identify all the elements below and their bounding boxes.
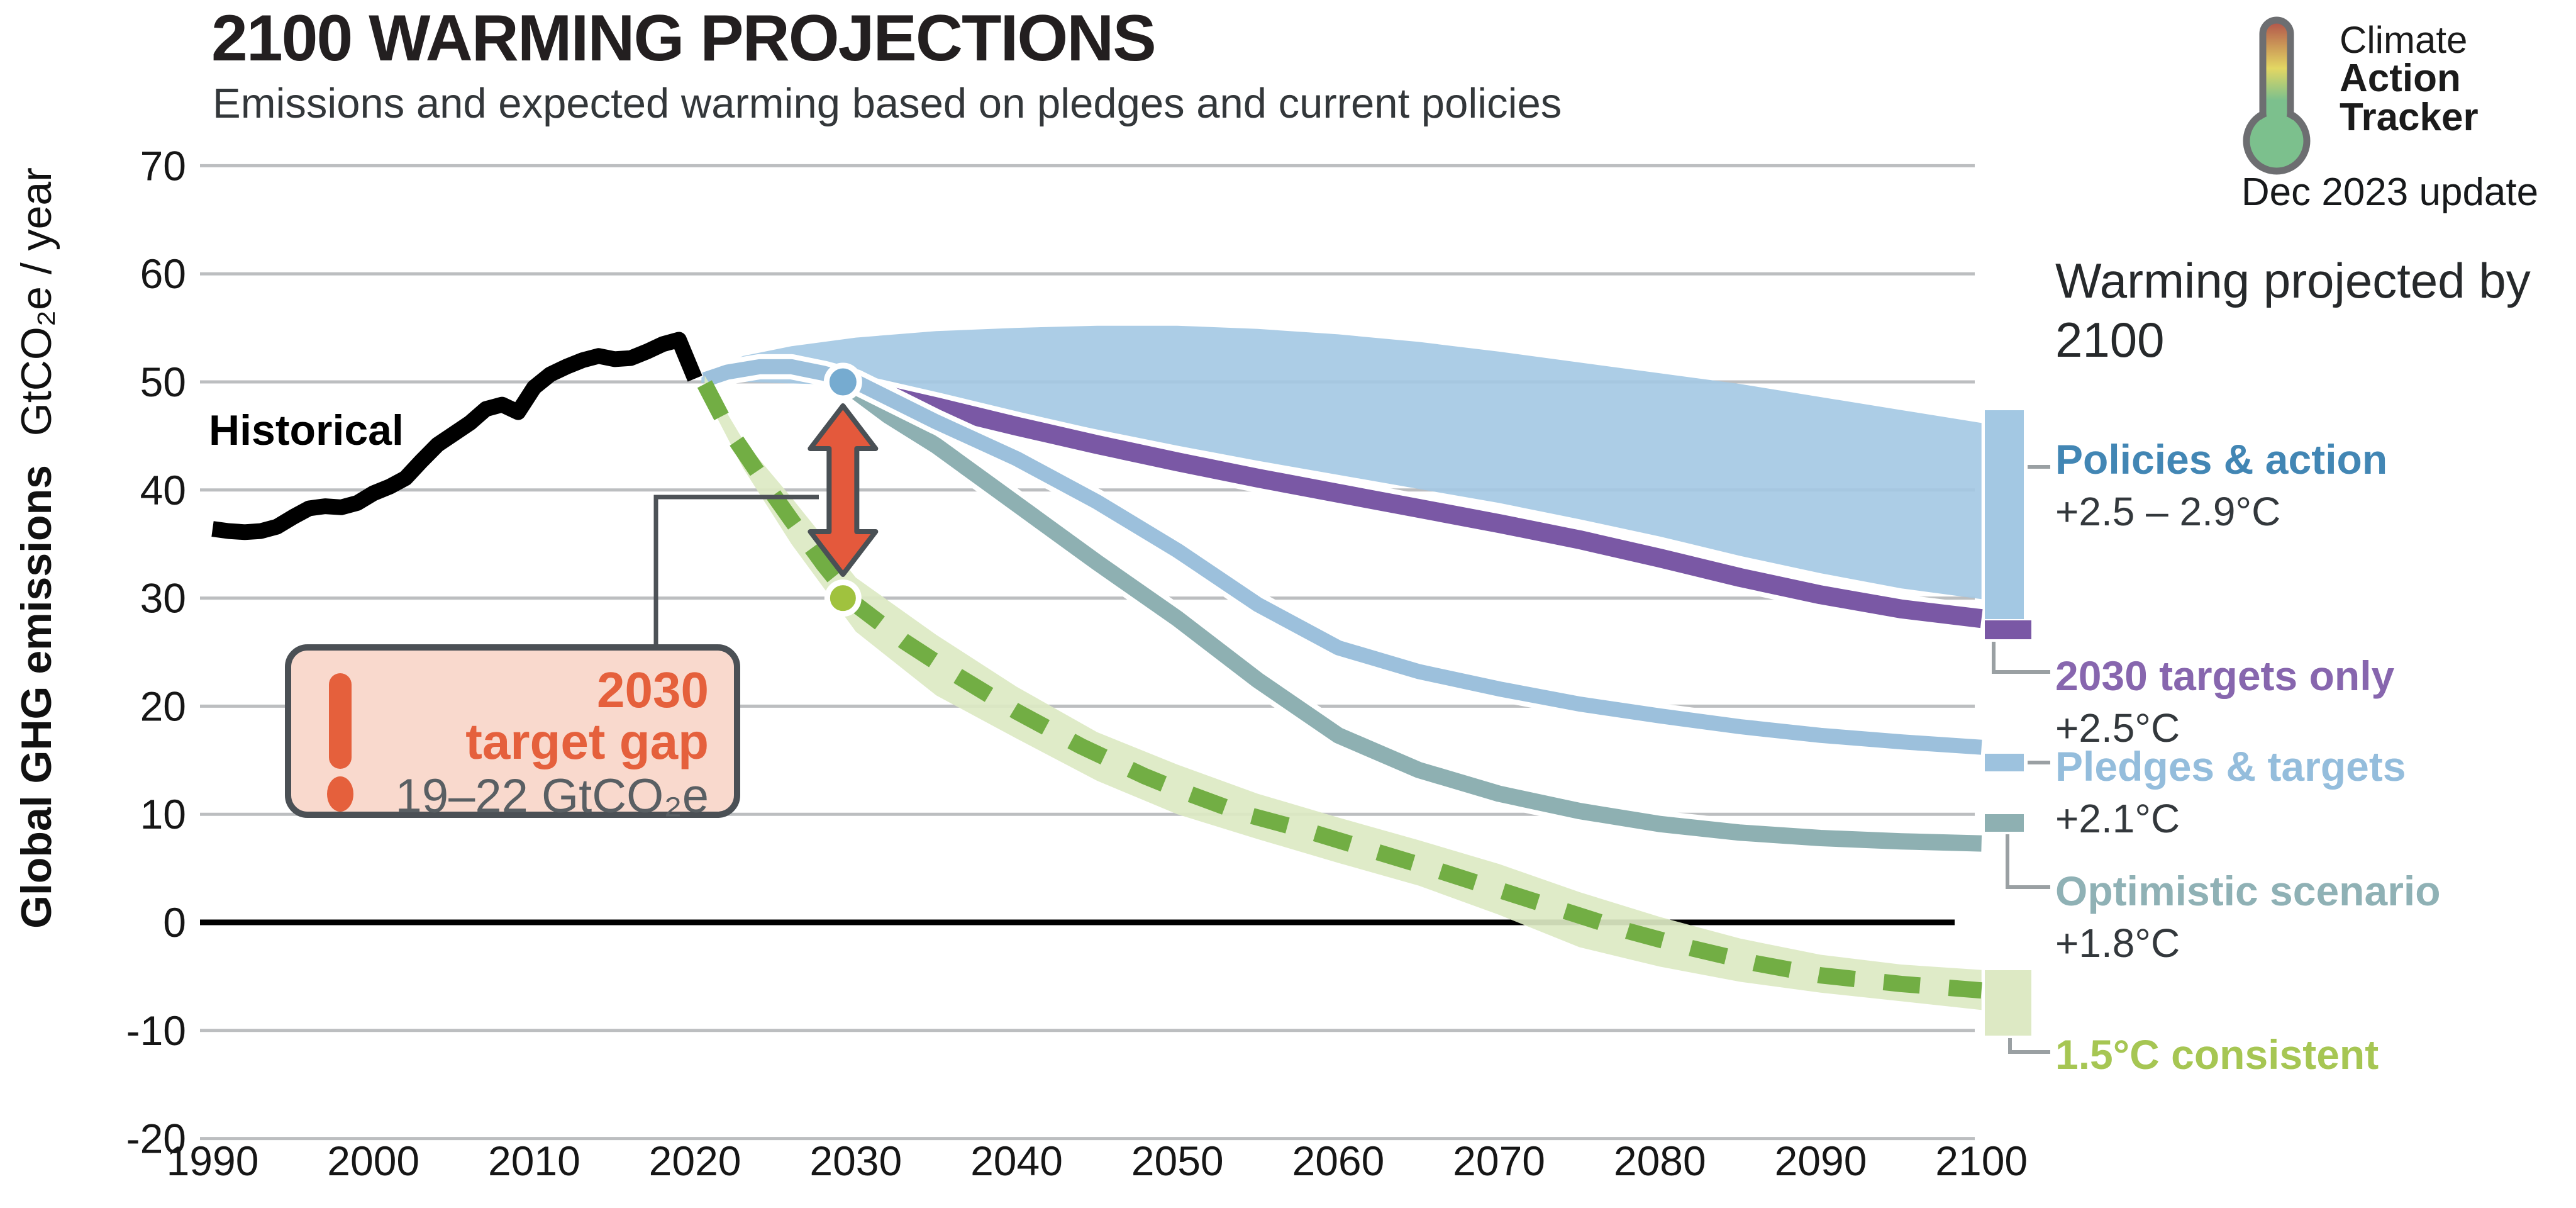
logo-word-action: Action — [2340, 57, 2461, 100]
y-tick-label: -10 — [126, 1007, 186, 1054]
y-tick-label: 40 — [140, 467, 186, 513]
x-tick-label: 1990 — [167, 1138, 259, 1184]
pledges-line — [702, 359, 1982, 755]
page-title: 2100 WARMING PROJECTIONS — [211, 2, 1157, 75]
legend-swatch-pledges-targets — [1985, 754, 2024, 771]
target-gap-arrow — [808, 403, 879, 577]
historical-line — [211, 332, 702, 540]
historical-label: Historical — [209, 406, 404, 454]
logo-word-tracker: Tracker — [2340, 96, 2479, 139]
x-tick-label: 2040 — [970, 1138, 1063, 1184]
legend-label-2030-targets: 2030 targets only — [2055, 652, 2395, 699]
x-tick-label: 2060 — [1292, 1138, 1384, 1184]
y-tick-label: 50 — [140, 359, 186, 405]
y-tick-label: 10 — [140, 791, 186, 837]
target-gap-callout: 2030 target gap 19–22 GtCO₂e — [285, 644, 740, 824]
consistent-15c-band — [704, 375, 1982, 1010]
legend-temp-optimistic: +1.8°C — [2055, 920, 2180, 966]
legend-connector-2030-targets — [1992, 642, 2050, 674]
consistent-15c-dashed-line — [697, 380, 1982, 999]
x-tick-label: 2020 — [649, 1138, 741, 1184]
legend-connector-15c — [2008, 1038, 2050, 1054]
callout-value: 19–22 GtCO₂e — [395, 769, 709, 824]
policies-action-band — [701, 325, 1982, 600]
x-tick-label: 2080 — [1614, 1138, 1706, 1184]
targets-2030-line — [838, 373, 1983, 629]
y-tick-label: 60 — [140, 250, 186, 297]
x-tick-label: 2010 — [488, 1138, 580, 1184]
callout-line2: target gap — [465, 713, 709, 769]
logo-word-climate: Climate — [2340, 19, 2468, 61]
callout-line1: 2030 — [597, 662, 709, 718]
legend-heading: Warming projected by 2100 — [2055, 253, 2531, 367]
y-tick-label: -20 — [126, 1116, 186, 1162]
x-tick-label: 2050 — [1131, 1138, 1224, 1184]
legend-swatch-15c-consistent — [1985, 970, 2031, 1036]
policies-action-dot — [823, 362, 862, 401]
x-tick-label: 2100 — [1935, 1138, 2028, 1184]
legend-temp-policies-action: +2.5 – 2.9°C — [2055, 489, 2281, 534]
x-tick-label: 2090 — [1775, 1138, 1867, 1184]
legend-swatch-2030-targets — [1985, 620, 2031, 639]
legend-connector-optimistic — [2006, 834, 2050, 889]
x-tick-label: 2000 — [327, 1138, 419, 1184]
y-tick-label: 30 — [140, 575, 186, 622]
y-axis-title-main: Global GHG emissions — [13, 465, 60, 929]
y-tick-label: 20 — [140, 683, 186, 729]
legend-temp-2030-targets: +2.5°C — [2055, 705, 2180, 751]
consistent-15c-dot — [824, 579, 862, 617]
y-axis-title-unit: GtCO₂e / year — [13, 167, 60, 437]
y-axis-title: Global GHG emissions GtCO₂e / year — [12, 152, 70, 944]
legend-label-policies-action: Policies & action — [2055, 436, 2388, 483]
legend-label-pledges-targets: Pledges & targets — [2055, 743, 2406, 790]
page-subtitle: Emissions and expected warming based on … — [213, 80, 1562, 127]
y-tick-label: 0 — [163, 899, 186, 946]
legend-swatch-policies-action — [1985, 410, 2024, 619]
legend-temp-pledges-targets: +2.1°C — [2055, 796, 2180, 841]
update-date: Dec 2023 update — [2241, 171, 2539, 214]
callout-connector — [653, 495, 819, 644]
y-tick-label: 70 — [140, 142, 186, 189]
x-tick-label: 2030 — [809, 1138, 902, 1184]
legend-swatch-optimistic — [1985, 814, 2024, 832]
optimistic-line — [838, 375, 1982, 852]
legend-label-optimistic: Optimistic scenario — [2055, 868, 2441, 914]
legend-label-15c-consistent: 1.5°C consistent — [2055, 1031, 2379, 1078]
x-tick-label: 2070 — [1453, 1138, 1545, 1184]
